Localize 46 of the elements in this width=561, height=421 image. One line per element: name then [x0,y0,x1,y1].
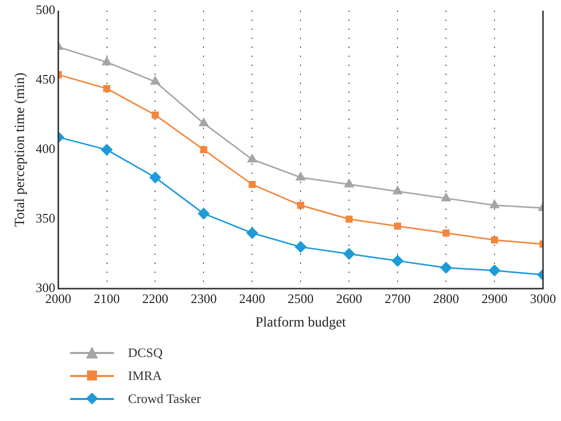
point [392,185,403,194]
point [102,56,112,66]
point [149,171,162,184]
point [103,85,110,92]
point [346,216,353,223]
legend-label: Crowd Tasker [128,390,201,406]
point [440,192,452,202]
point [294,240,307,253]
x-tick-label: 2900 [482,290,508,306]
point [246,227,258,240]
point [246,153,258,162]
point [442,230,450,237]
point [198,117,209,126]
x-tick-label: 2400 [239,290,266,306]
point [248,180,256,188]
x-tick-label: 2300 [190,290,217,306]
point [490,236,498,244]
y-tick-label: 500 [36,2,56,18]
x-tick-label: 2200 [142,290,168,306]
x-axis-title: Platform budget [255,315,346,330]
point [344,178,354,188]
x-tick-label: 3000 [530,290,556,306]
x-tick-label: 2700 [384,290,411,306]
x-tick-label: 2100 [94,290,120,306]
point [295,171,306,180]
y-tick-label: 400 [36,141,56,156]
point [488,264,501,277]
y-tick-label: 450 [36,72,56,87]
x-tick-label: 2600 [336,290,362,306]
point [394,222,402,230]
point [150,76,160,85]
legend-label: DCSQ [128,344,163,360]
point [198,208,210,220]
point [100,144,113,156]
point [297,202,304,209]
legend-label: IMRA [128,368,162,384]
y-axis-title: Total perception time (min) [13,72,28,227]
point [343,248,356,260]
point [440,262,452,274]
point [200,146,208,154]
point [392,254,404,267]
point [489,199,500,208]
point [152,111,159,119]
x-tick-label: 2500 [288,290,314,306]
y-tick-label: 350 [36,210,56,226]
x-tick-label: 2800 [433,290,460,306]
